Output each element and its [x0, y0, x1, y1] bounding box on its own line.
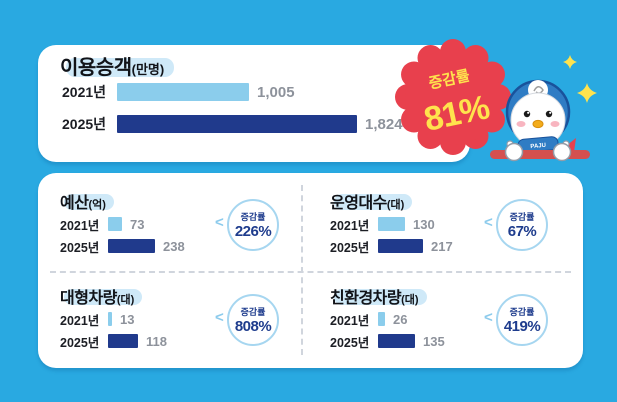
eco-vehicles-row-2025: 2025년 135 — [330, 333, 445, 350]
paju-mascot: PAJU — [490, 79, 590, 162]
large-vehicles-change-badge: 증감률 808% — [227, 294, 279, 346]
bar-2021 — [117, 83, 249, 101]
value-2025: 217 — [431, 238, 453, 254]
hero-change-badge: 증감률 81% — [395, 39, 511, 155]
eco-vehicles-change-badge: 증감률 419% — [496, 294, 548, 346]
change-rate-label: 증감률 — [509, 307, 535, 317]
change-rate-label: 증감률 — [240, 212, 266, 222]
large-vehicles-row-2021: 2021년 13 — [60, 311, 135, 328]
passengers-row-2025: 2025년 1,824 — [62, 115, 403, 133]
chevron-left-icon: < — [215, 309, 224, 326]
value-2025: 135 — [423, 333, 445, 349]
bar-2025 — [108, 239, 155, 253]
year-label-2021: 2021년 — [60, 218, 100, 233]
change-rate-value: 226% — [234, 223, 272, 240]
budget-change-badge: 증감률 226% — [227, 199, 279, 251]
sparkle-icon — [563, 55, 597, 103]
budget-row-2021: 2021년 73 — [60, 216, 145, 233]
quadrant-large-vehicles: 대형차량(대) 2021년 13 2025년 118 < 증감률 808% — [38, 274, 302, 367]
year-label-2021: 2021년 — [330, 313, 370, 328]
year-label-2021: 2021년 — [60, 313, 100, 328]
vertical-dashed-divider — [301, 185, 303, 355]
eco-vehicles-title-unit: (대) — [401, 294, 419, 306]
value-2021: 26 — [393, 311, 408, 327]
chevron-left-icon: < — [484, 309, 493, 326]
budget-title-text: 예산 — [60, 195, 89, 212]
fleet-row-2021: 2021년 130 — [330, 216, 435, 233]
value-2025: 1,824 — [365, 115, 403, 133]
eco-vehicles-title: 친환경차량(대) — [330, 284, 427, 308]
year-label-2025: 2025년 — [330, 335, 370, 350]
eco-vehicles-title-text: 친환경차량 — [330, 290, 402, 307]
mascot-eye-right — [545, 110, 553, 118]
passengers-title-unit: (만명) — [131, 62, 165, 77]
value-2021: 1,005 — [257, 83, 295, 101]
value-2025: 238 — [163, 238, 185, 254]
bar-2021 — [378, 312, 385, 326]
fleet-title-text: 운영대수 — [330, 195, 387, 212]
bar-2025 — [108, 334, 138, 348]
value-2025: 118 — [146, 333, 167, 349]
budget-title: 예산(억) — [60, 189, 114, 213]
eye-glint — [549, 111, 552, 114]
eco-vehicles-row-2021: 2021년 26 — [330, 311, 408, 328]
bar-2021 — [108, 217, 122, 231]
large-vehicles-row-2025: 2025년 118 — [60, 333, 167, 350]
bar-2021 — [108, 312, 112, 326]
bar-2025 — [378, 239, 423, 253]
eye-glint — [527, 111, 530, 114]
change-rate-label: 증감률 — [240, 307, 266, 317]
large-vehicles-title-unit: (대) — [116, 294, 135, 306]
fleet-change-badge: 증감률 67% — [496, 199, 548, 251]
mascot-scarf-text: PAJU — [530, 143, 546, 150]
fleet-row-2025: 2025년 217 — [330, 238, 453, 255]
year-label-2021: 2021년 — [62, 84, 107, 100]
value-2021: 13 — [120, 311, 135, 327]
change-rate-label: 증감률 — [509, 212, 535, 222]
stats-card: 예산(억) 2021년 73 2025년 238 < 증감률 226% 운영대수… — [38, 173, 583, 368]
bar-2021 — [378, 217, 405, 231]
bar-2025 — [117, 115, 357, 133]
year-label-2025: 2025년 — [60, 240, 100, 255]
value-2021: 130 — [413, 216, 435, 232]
mascot-eye-left — [523, 110, 531, 118]
chevron-left-icon: < — [215, 214, 224, 231]
passengers-title: 이용승객(만명) — [60, 51, 175, 80]
scalloped-seal-shape — [395, 39, 511, 155]
passengers-row-2021: 2021년 1,005 — [62, 83, 295, 101]
mascot-hand-left — [504, 142, 524, 162]
mascot-cheek-left — [516, 121, 526, 127]
year-label-2025: 2025년 — [62, 116, 107, 132]
year-label-2021: 2021년 — [330, 218, 370, 233]
mascot-scarf-tail — [566, 138, 576, 152]
change-rate-value: 67% — [507, 223, 537, 240]
year-label-2025: 2025년 — [60, 335, 100, 350]
quadrant-fleet: 운영대수(대) 2021년 130 2025년 217 < 증감률 67% — [302, 179, 583, 272]
budget-row-2025: 2025년 238 — [60, 238, 185, 255]
mascot-beak — [532, 119, 544, 129]
passengers-title-text: 이용승객 — [60, 57, 132, 79]
chevron-left-icon: < — [484, 214, 493, 231]
year-label-2025: 2025년 — [330, 240, 370, 255]
mascot-cheek-right — [550, 121, 560, 127]
budget-title-unit: (억) — [88, 199, 106, 211]
quadrant-eco-vehicles: 친환경차량(대) 2021년 26 2025년 135 < 증감률 419% — [302, 274, 583, 367]
horizontal-dashed-divider — [50, 271, 571, 273]
change-rate-value: 808% — [234, 318, 272, 335]
bar-2025 — [378, 334, 415, 348]
large-vehicles-title: 대형차량(대) — [60, 284, 143, 308]
mascot-hand-right — [552, 142, 572, 162]
change-rate-value: 419% — [503, 318, 541, 335]
quadrant-budget: 예산(억) 2021년 73 2025년 238 < 증감률 226% — [38, 179, 302, 272]
fleet-title: 운영대수(대) — [330, 189, 413, 213]
mascot-scene: PAJU — [490, 55, 597, 162]
fleet-title-unit: (대) — [386, 199, 405, 211]
large-vehicles-title-text: 대형차량 — [60, 290, 117, 307]
value-2021: 73 — [130, 216, 145, 232]
